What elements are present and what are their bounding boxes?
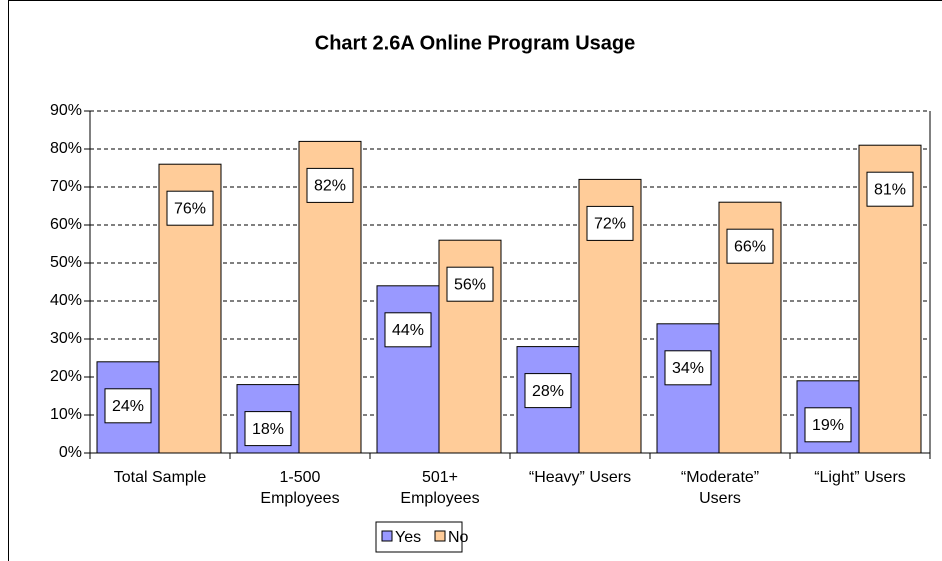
value-label-box	[446, 266, 494, 302]
chart-title: Chart 2.6A Online Program Usage	[315, 32, 635, 54]
y-tick-label: 30%	[50, 330, 82, 347]
x-tick-label: “Light” Users	[814, 469, 906, 486]
value-label: 34%	[672, 360, 704, 377]
value-label: 56%	[454, 276, 486, 293]
y-tick-label: 60%	[50, 216, 82, 233]
value-label-box	[306, 167, 354, 203]
x-tick-label: 1-500 Employees	[260, 469, 340, 507]
value-label: 18%	[252, 421, 284, 438]
value-label-box	[726, 228, 774, 264]
value-label-box	[586, 205, 634, 241]
value-label: 72%	[594, 216, 626, 233]
value-label-box	[866, 171, 914, 207]
legend-swatch	[381, 530, 393, 542]
value-label: 44%	[392, 322, 424, 339]
y-tick-label: 90%	[50, 102, 82, 119]
y-tick-label: 80%	[50, 140, 82, 157]
value-label: 81%	[874, 181, 906, 198]
bar	[656, 323, 720, 454]
y-tick-label: 0%	[59, 444, 82, 461]
value-label-box	[104, 388, 152, 424]
y-tick-label: 10%	[50, 406, 82, 423]
value-label-box	[524, 373, 572, 409]
value-label-box	[166, 190, 214, 226]
value-label-box	[384, 312, 432, 348]
y-tick-label: 20%	[50, 368, 82, 385]
value-label: 76%	[174, 200, 206, 217]
x-tick-label: “Heavy” Users	[528, 469, 632, 486]
legend-label: Yes	[395, 529, 421, 546]
value-label: 19%	[812, 417, 844, 434]
value-label: 82%	[314, 178, 346, 195]
value-label-box	[664, 350, 712, 386]
value-label: 24%	[112, 398, 144, 415]
y-tick-label: 40%	[50, 292, 82, 309]
value-label: 28%	[532, 383, 564, 400]
y-tick-label: 50%	[50, 254, 82, 271]
legend-swatch	[434, 530, 446, 542]
value-label-box	[804, 407, 852, 443]
y-tick-label: 70%	[50, 178, 82, 195]
legend-label: No	[448, 529, 469, 546]
x-tick-label: 501+ Employees	[400, 469, 480, 507]
value-label-box	[244, 411, 292, 447]
bar	[376, 285, 440, 454]
value-label: 66%	[734, 238, 766, 255]
x-tick-label: “Moderate” Users	[680, 469, 760, 507]
x-tick-label: Total Sample	[113, 469, 207, 486]
